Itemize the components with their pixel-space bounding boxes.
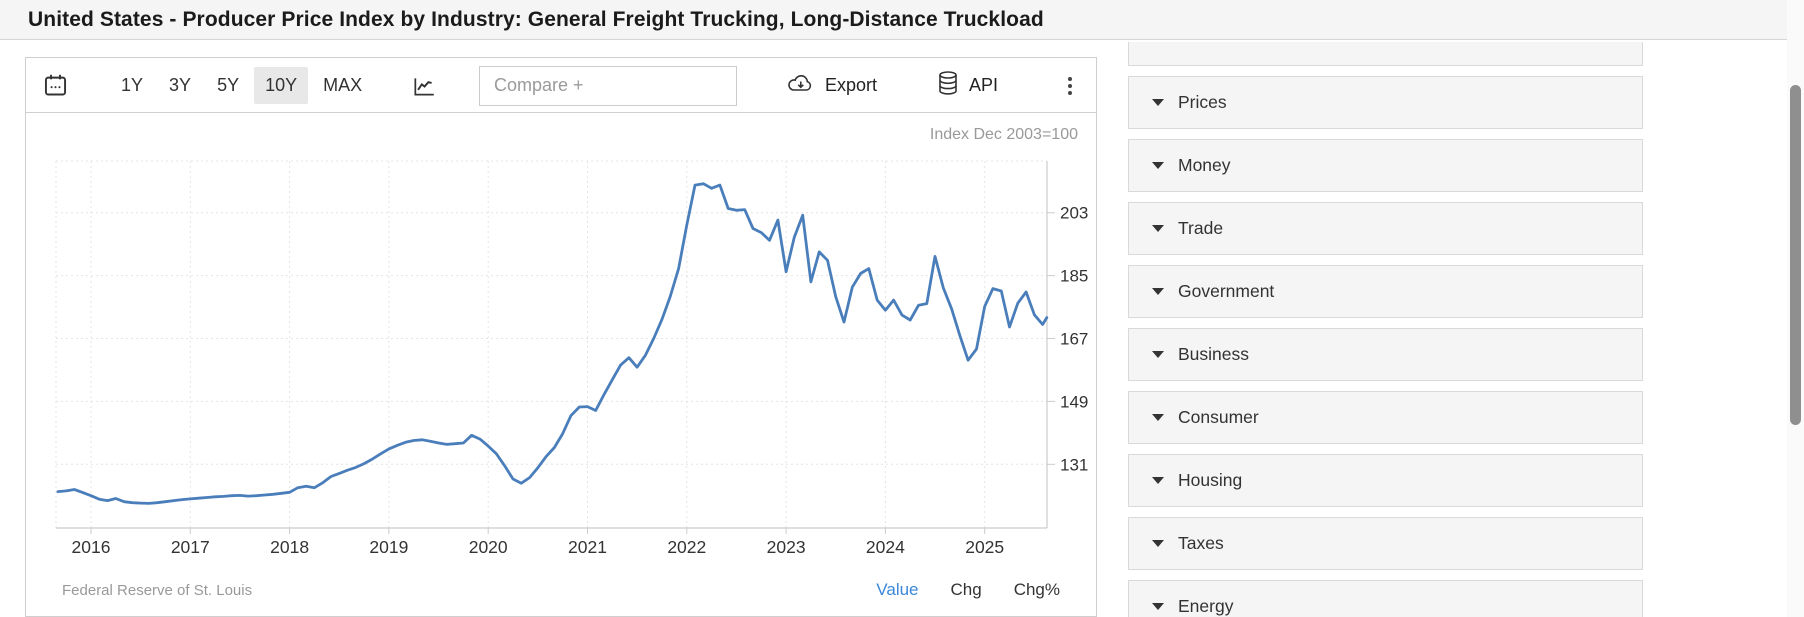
x-tick-label: 2022 [667,537,706,557]
sidebar-item-housing[interactable]: Housing [1128,454,1643,507]
sidebar-item-trade[interactable]: Trade [1128,202,1643,255]
calendar-button[interactable] [42,58,69,113]
sidebar-item-label: Government [1178,281,1275,301]
sidebar-item-taxes[interactable]: Taxes [1128,517,1643,570]
sidebar-item-label: Consumer [1178,407,1259,427]
export-button[interactable]: Export [786,58,877,113]
line-chart-icon [411,73,437,99]
database-icon [936,70,960,101]
sidebar-item-prices[interactable]: Prices [1128,76,1643,129]
chevron-down-icon [1152,540,1164,547]
range-button-5y[interactable]: 5Y [206,67,250,104]
display-mode-chgpct[interactable]: Chg% [1013,580,1060,599]
api-button[interactable]: API [936,58,998,113]
sidebar-item-government[interactable]: Government [1128,265,1643,318]
calendar-icon [42,72,69,99]
api-label: API [969,75,999,95]
range-button-3y[interactable]: 3Y [158,67,202,104]
chevron-down-icon [1152,162,1164,169]
x-tick-label: 2016 [72,537,111,557]
y-tick-label: 149 [1060,392,1088,411]
sidebar-item-label: Money [1178,155,1231,175]
page-scrollbar[interactable] [1787,0,1804,617]
y-tick-label: 167 [1060,330,1088,349]
y-tick-label: 203 [1060,204,1088,223]
x-tick-label: 2018 [270,537,309,557]
range-button-10y[interactable]: 10Y [254,67,309,104]
chevron-down-icon [1152,603,1164,610]
chevron-down-icon [1152,414,1164,421]
chevron-down-icon [1152,288,1164,295]
source-attribution: Federal Reserve of St. Louis [62,581,253,599]
sidebar-item-label: Prices [1178,92,1227,112]
more-options-button[interactable] [1060,58,1080,113]
sidebar-item-consumer[interactable]: Consumer [1128,391,1643,444]
sidebar-item-label: Business [1178,344,1250,364]
y-tick-label: 131 [1060,455,1088,474]
sidebar-item-partial[interactable] [1128,42,1643,66]
sidebar-item-business[interactable]: Business [1128,328,1643,381]
range-button-max[interactable]: MAX [312,67,373,104]
price-chart[interactable]: 203 185 167 149 131 2016 2017 2018 2019 2020 2021 2… [26,113,1098,573]
chevron-down-icon [1152,99,1164,106]
x-tick-label: 2017 [171,537,210,557]
chart-footer: Federal Reserve of St. Louis Value Chg Chg… [62,578,1060,602]
sidebar-item-label: Housing [1178,470,1243,490]
chevron-down-icon [1152,225,1164,232]
display-mode-chg[interactable]: Chg [950,580,982,599]
compare-field-wrap [479,58,737,113]
x-tick-label: 2023 [767,537,806,557]
x-tick-label: 2024 [866,537,905,557]
y-tick-label: 185 [1060,267,1088,286]
display-mode-value[interactable]: Value [876,580,919,599]
index-base-note: Index Dec 2003=100 [929,126,1078,143]
sidebar-item-energy[interactable]: Energy [1128,580,1643,617]
sidebar-item-money[interactable]: Money [1128,139,1643,192]
kebab-menu-icon [1068,76,1072,81]
sidebar-item-label: Trade [1178,218,1224,238]
page-title: United States - Producer Price Index by … [28,7,1044,31]
display-mode-links: Value Chg Chg% [876,580,1060,600]
range-button-1y[interactable]: 1Y [110,67,154,104]
x-tick-label: 2021 [568,537,607,557]
cloud-download-icon [786,71,816,100]
sidebar-item-label: Energy [1178,596,1234,616]
x-tick-label: 2019 [369,537,408,557]
export-label: Export [825,75,878,95]
sidebar-item-label: Taxes [1178,533,1224,553]
range-selector: 1Y 3Y 5Y 10Y MAX [110,58,377,113]
x-tick-label: 2020 [469,537,508,557]
title-bar: United States - Producer Price Index by … [0,0,1787,40]
series-line [56,182,1049,505]
chart-type-button[interactable] [411,58,437,113]
chevron-down-icon [1152,351,1164,358]
scrollbar-thumb[interactable] [1790,85,1801,425]
chevron-down-icon [1152,477,1164,484]
compare-input[interactable] [479,65,737,106]
x-tick-label: 2025 [965,537,1004,557]
